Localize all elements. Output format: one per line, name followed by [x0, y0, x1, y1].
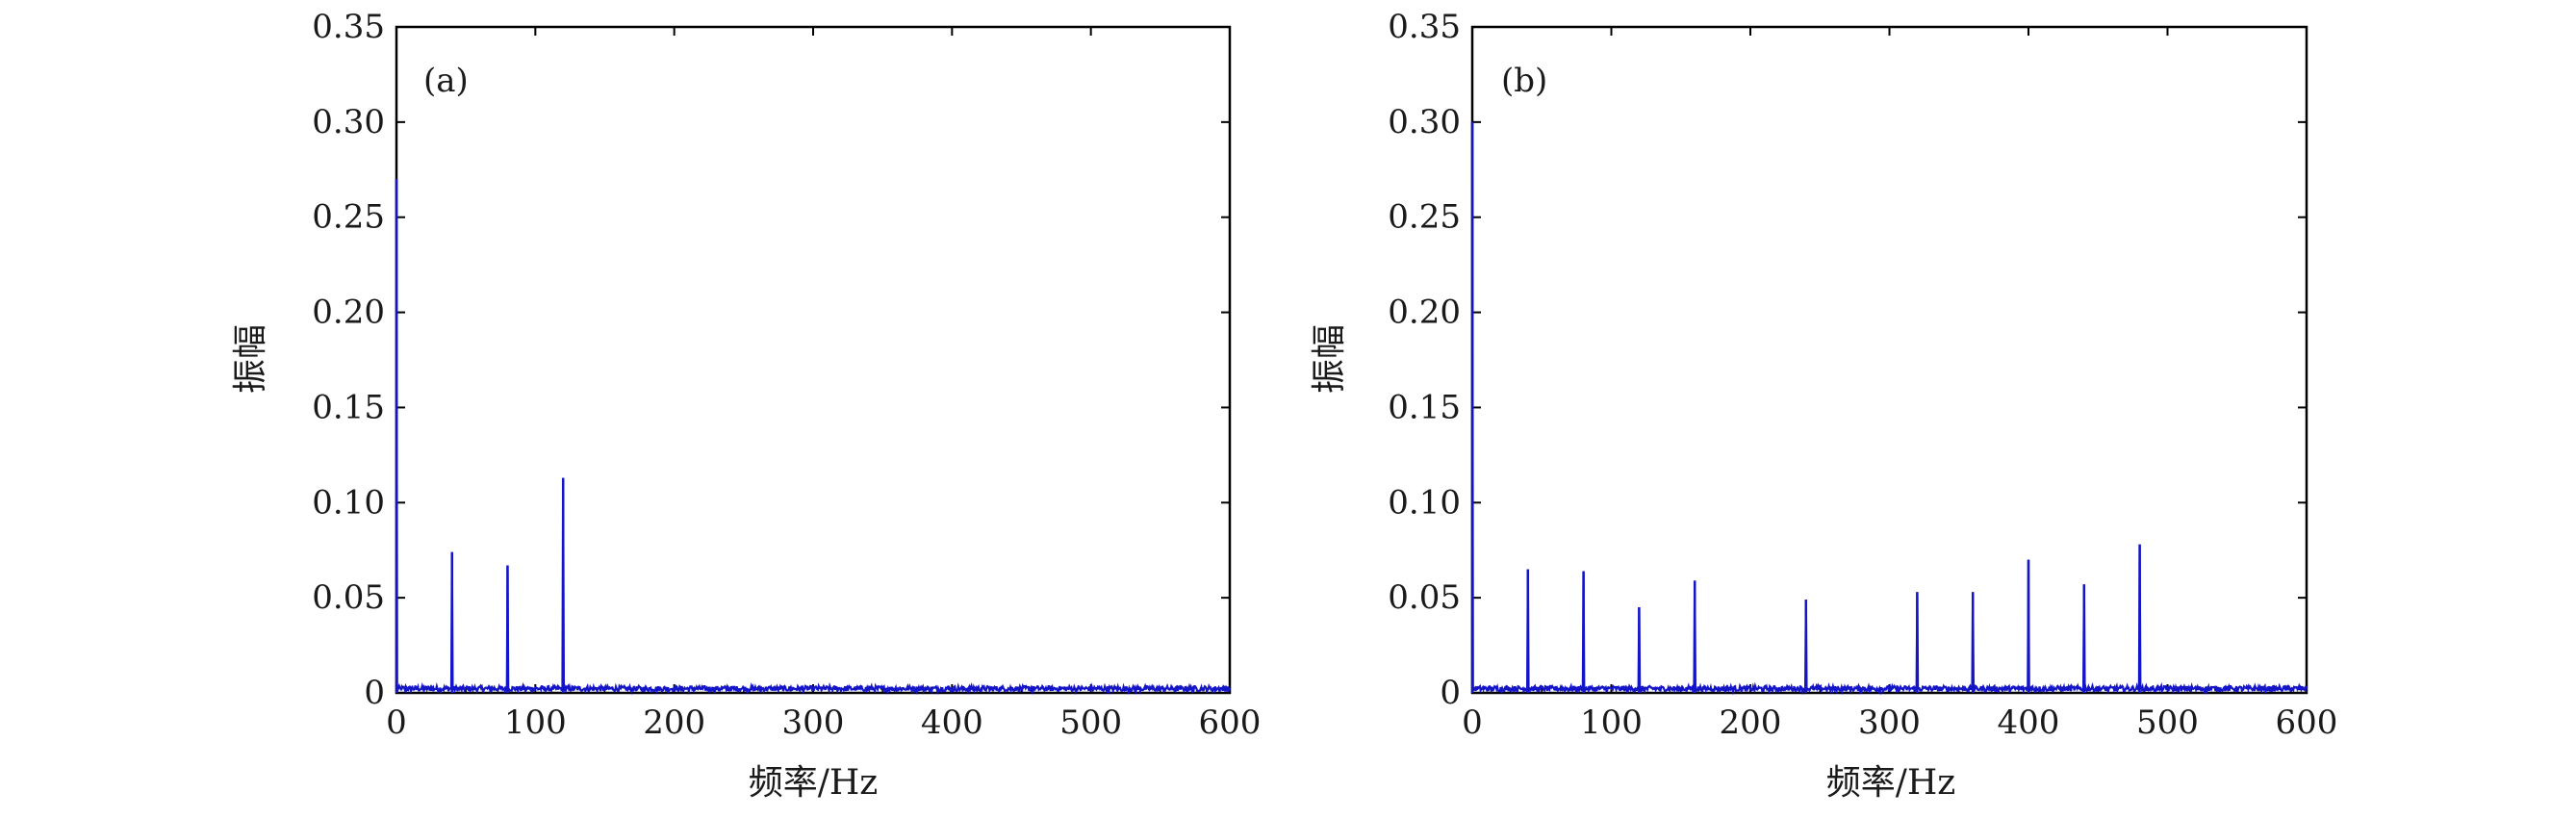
- y-tick-label: 0.20: [312, 294, 385, 332]
- x-tick-label: 400: [921, 703, 983, 742]
- y-tick-label: 0.20: [1388, 294, 1461, 332]
- plot-frame: [1470, 25, 2308, 695]
- x-tick-label: 500: [1059, 703, 1122, 742]
- y-tick-label: 0.05: [1388, 578, 1461, 617]
- plot-frame: [395, 25, 1232, 695]
- y-tick-label: 0.15: [1388, 388, 1461, 426]
- y-tick-label: 0.25: [312, 198, 385, 237]
- y-tick-label: 0: [1440, 674, 1461, 712]
- x-tick-label: 100: [504, 703, 567, 742]
- y-tick-label: 0.15: [312, 388, 385, 426]
- y-axis-title: 振幅: [231, 324, 270, 394]
- x-tick-label: 300: [782, 703, 845, 742]
- y-tick-label: 0.35: [312, 8, 385, 46]
- y-axis-title: 振幅: [1310, 324, 1349, 394]
- y-tick-label: 0.10: [1388, 483, 1461, 522]
- x-axis-title: 频率/Hz: [749, 763, 879, 803]
- x-tick-label: 0: [386, 703, 407, 742]
- x-tick-label: 600: [1199, 703, 1262, 742]
- x-tick-label: 400: [1998, 703, 2060, 742]
- y-tick-label: 0.35: [1388, 8, 1461, 46]
- y-tick-label: 0.05: [312, 578, 385, 617]
- x-tick-label: 600: [2276, 703, 2338, 742]
- y-tick-label: 0.30: [312, 103, 385, 141]
- spectrum-line: [395, 179, 1232, 696]
- x-tick-label: 300: [1858, 703, 1921, 742]
- x-axis-title: 频率/Hz: [1826, 763, 1956, 803]
- x-tick-label: 200: [1720, 703, 1782, 742]
- x-tick-label: 100: [1580, 703, 1643, 742]
- y-tick-label: 0.30: [1388, 103, 1461, 141]
- spectrum-line: [1470, 121, 2308, 696]
- x-tick-label: 200: [643, 703, 705, 742]
- y-tick-label: 0.25: [1388, 198, 1461, 237]
- x-tick-label: 0: [1462, 703, 1483, 742]
- y-tick-label: 0.10: [312, 483, 385, 522]
- x-tick-label: 500: [2136, 703, 2199, 742]
- y-tick-label: 0: [364, 674, 385, 712]
- panel-label: (a): [423, 62, 469, 100]
- chart-panel-b: (b) 频率/Hz 振幅 0 100 200 300 400 500 600 0 0.05 0.1…: [1310, 8, 2337, 803]
- panel-label: (b): [1501, 62, 1547, 100]
- chart-panel-a: (a) 频率/Hz 振幅 0 100 200 300 400 500 600 0 0.05 0.1…: [231, 8, 1261, 803]
